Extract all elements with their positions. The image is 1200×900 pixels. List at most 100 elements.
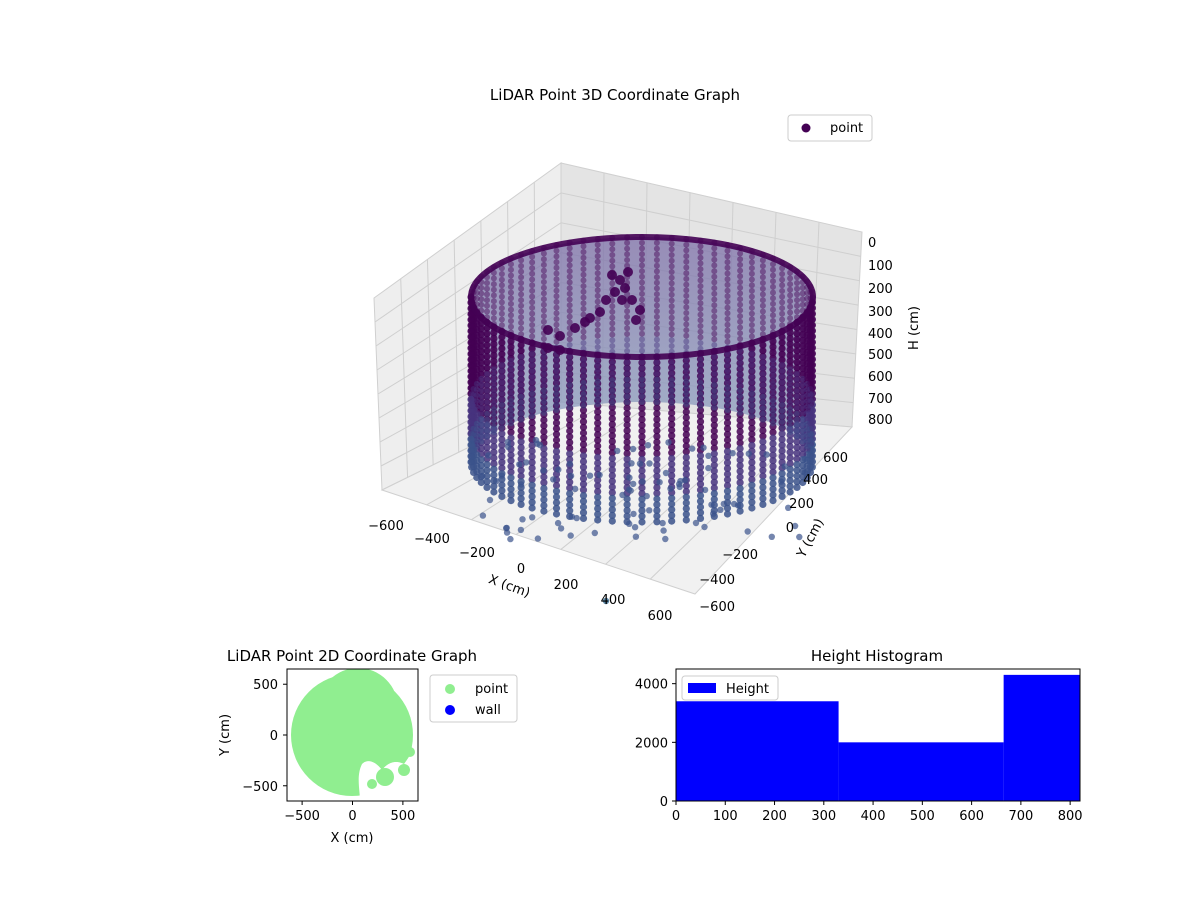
cloud-point (785, 504, 792, 511)
cloud-point (473, 403, 480, 410)
cloud-point (804, 398, 811, 404)
cloud-point (467, 447, 475, 455)
cloud-point (517, 352, 525, 361)
cloud-point (799, 359, 807, 367)
cloud-point (770, 266, 776, 273)
cloud-point (653, 399, 660, 406)
cloud-point (552, 402, 561, 410)
cloud-point (579, 509, 588, 517)
cloud-point (490, 351, 498, 359)
cloud-point (478, 381, 485, 388)
cloud-point (759, 365, 766, 372)
cloud-point (793, 472, 801, 480)
cloud-point (786, 397, 794, 405)
cloud-point (737, 409, 744, 416)
cloud-point (594, 270, 601, 277)
cloud-point (540, 250, 547, 257)
cloud-point (468, 431, 475, 437)
cloud-point (778, 356, 786, 364)
cloud-point (759, 376, 766, 383)
cloud-point (668, 240, 675, 247)
cloud-point (484, 393, 490, 400)
cloud-point (498, 293, 505, 300)
cloud-point (639, 279, 645, 286)
scatter-2d-area (291, 669, 418, 801)
cloud-point (609, 314, 616, 321)
cloud-point (627, 295, 637, 305)
cloud-point (639, 359, 645, 366)
cloud-point (468, 322, 475, 329)
cloud-point (804, 403, 811, 410)
cloud-point (748, 481, 756, 489)
cloud-point (553, 372, 560, 379)
cloud-point (529, 384, 536, 391)
cloud-point (804, 358, 811, 365)
cloud-point (473, 363, 480, 370)
cloud-point (711, 279, 718, 286)
cloud-point (623, 370, 631, 378)
cloud-point (484, 354, 490, 360)
cloud-point (594, 419, 602, 427)
cloud-point (786, 460, 794, 468)
cloud-point (656, 479, 663, 486)
cloud-point (711, 245, 718, 252)
cloud-point (668, 494, 676, 502)
cloud-point (470, 363, 477, 370)
cloud-point (787, 406, 794, 413)
cloud-point (723, 407, 732, 416)
cloud-point (484, 308, 490, 315)
cloud-point (580, 396, 587, 403)
cloud-point (799, 444, 807, 452)
cloud-point (639, 399, 645, 405)
cloud-point (483, 409, 491, 417)
cloud-point (668, 420, 676, 428)
cloud-point (484, 291, 490, 298)
cloud-point (724, 270, 731, 277)
cloud-point (602, 597, 610, 605)
y-tick-2d: 500 (253, 678, 278, 693)
cloud-point (683, 389, 690, 396)
cloud-point (794, 336, 800, 343)
cloud-point (682, 385, 690, 393)
z-tick-3d: 300 (868, 305, 893, 320)
cloud-point (778, 362, 786, 370)
cloud-point (638, 467, 646, 475)
cloud-point (608, 483, 616, 491)
cloud-point (697, 402, 704, 409)
x-tick-2d: 500 (390, 809, 415, 824)
cloud-point (594, 389, 601, 396)
cloud-point (594, 264, 601, 271)
cloud-point (770, 300, 776, 307)
cloud-point (529, 270, 536, 277)
cloud-point (668, 291, 675, 298)
cloud-point (730, 500, 738, 508)
cloud-point (682, 362, 690, 370)
cloud-point (540, 473, 548, 481)
grid-line (426, 405, 603, 506)
cloud-point (770, 261, 776, 268)
cloud-point (528, 373, 536, 381)
cloud-point (793, 381, 801, 389)
cloud-point (566, 507, 574, 515)
cloud-point (689, 445, 696, 452)
cloud-point (473, 386, 480, 393)
cloud-point (594, 247, 601, 254)
cloud-point (653, 410, 661, 418)
cloud-point (490, 394, 497, 401)
cloud-point (804, 363, 811, 370)
cloud-point (594, 378, 601, 385)
cloud-point (580, 305, 587, 312)
cloud-point (778, 430, 786, 438)
cloud-point (484, 285, 490, 292)
cloud-point (624, 393, 631, 400)
cloud-point (608, 420, 616, 428)
cloud-point (507, 360, 515, 368)
cloud-point (528, 470, 536, 478)
cloud-point (507, 485, 515, 493)
cloud-point (809, 442, 816, 449)
cloud-point (710, 404, 718, 412)
cloud-point (579, 355, 588, 363)
cloud-point (711, 302, 718, 309)
cloud-point (484, 371, 490, 378)
